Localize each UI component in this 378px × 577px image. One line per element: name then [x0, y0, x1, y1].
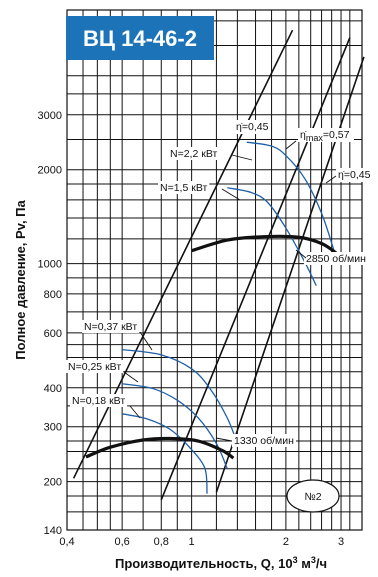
- annotation-leader: [215, 437, 233, 442]
- annotation-label: N=0,18 кВт: [72, 395, 125, 407]
- annotation-leader: [129, 405, 141, 419]
- title-box: [66, 16, 214, 60]
- y-tick-label: 3000: [38, 110, 62, 122]
- annotation-bg: [232, 434, 296, 447]
- y-tick-label: 200: [44, 477, 62, 489]
- annotation-bg: [66, 360, 124, 373]
- x-tick-label: 0,6: [114, 536, 129, 548]
- x-tick-label: 2: [283, 536, 289, 548]
- x-tick-label: 3: [338, 536, 344, 548]
- annotation-leader: [285, 140, 297, 150]
- power-curves: [122, 141, 335, 494]
- x-tick-label: 0,8: [154, 536, 169, 548]
- y-tick-label: 300: [44, 422, 62, 434]
- annotation-bg: [168, 147, 220, 160]
- efficiency-label: η̇max=0,57: [300, 129, 350, 143]
- annotation-leader: [295, 249, 307, 259]
- power-curve: [122, 348, 238, 444]
- y-tick-label: 140: [44, 525, 62, 537]
- chart-annotations: N=2,2 кВт N=1,5 кВт N=0,37 кВт N=0,25 кВт N=…: [66, 120, 372, 447]
- y-tick-label: 400: [44, 383, 62, 395]
- x-tick-labels: 0,4 0,6 0,8 1 2 3: [59, 536, 344, 548]
- y-tick-label: 2000: [38, 165, 62, 177]
- annotation-label: N=0,25 кВт: [68, 361, 121, 373]
- annotation-label: N=2,2 кВт: [170, 148, 217, 160]
- plot-frame: [66, 9, 363, 531]
- annotation-label: N=0,37 кВт: [84, 321, 137, 333]
- annotation-leader: [221, 188, 241, 201]
- y-tick-label: 800: [44, 289, 62, 301]
- power-curve: [122, 383, 228, 470]
- efficiency-label: η̇=0,45: [236, 121, 269, 133]
- x-tick-label: 0,4: [59, 536, 74, 548]
- annotation-bg: [336, 168, 372, 182]
- annotation-label: 2850 об/мин: [306, 253, 366, 265]
- y-tick-label: 600: [44, 328, 62, 340]
- annotation-bg: [304, 252, 368, 265]
- x-tick-label: 1: [189, 536, 195, 548]
- annotation-leader: [139, 331, 153, 351]
- chart-grid: [66, 9, 363, 531]
- speed-curve: [191, 234, 338, 255]
- x-axis-title: Производительность, Q, 103 м3/ч: [115, 555, 327, 571]
- power-curve: [122, 413, 208, 494]
- efficiency-label: η̇=0,45: [338, 169, 371, 181]
- annotation-bg: [298, 128, 354, 142]
- fan-size-badge-label: №2: [304, 491, 321, 503]
- annotation-bg: [234, 120, 270, 134]
- speed-curves: [85, 234, 338, 460]
- chart-title: ВЦ 14-46-2: [83, 26, 197, 51]
- annotation-label: 1330 об/мин: [234, 435, 294, 447]
- annotation-leader: [325, 175, 337, 184]
- annotation-leader: [123, 371, 139, 383]
- speed-curve: [85, 436, 235, 460]
- efficiency-line: [72, 29, 294, 479]
- x-axis-title-main: Производительность, Q, 10: [115, 556, 293, 571]
- annotation-bg: [158, 181, 210, 194]
- efficiency-line: [160, 37, 351, 501]
- annotation-leader: [231, 154, 253, 161]
- power-curve: [246, 141, 335, 251]
- annotation-bg: [82, 320, 140, 333]
- fan-size-badge: [286, 479, 340, 513]
- annotation-label: N=1,5 кВт: [160, 182, 207, 194]
- annotation-bg: [70, 394, 128, 407]
- y-tick-label: 1000: [38, 259, 62, 271]
- y-axis-title: Полное давление, Pv, Па: [13, 199, 28, 359]
- y-tick-labels: 140 200 300 400 600 800 1000 2000 3000: [38, 110, 62, 537]
